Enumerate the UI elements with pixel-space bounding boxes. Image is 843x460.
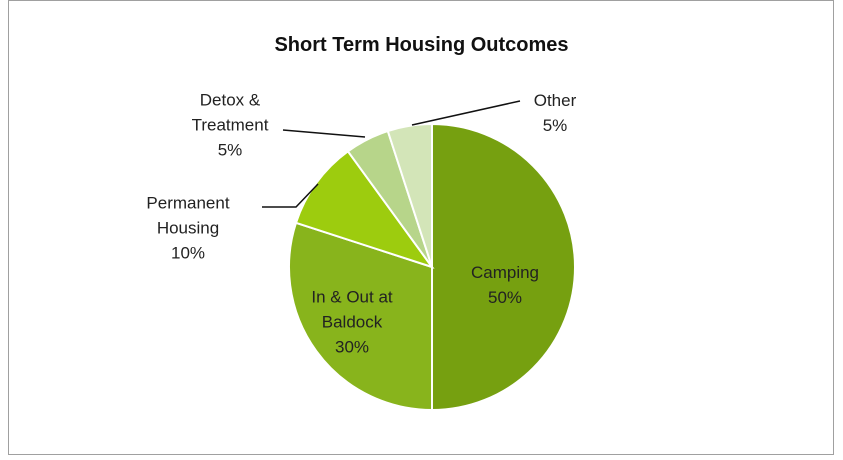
data-label: Camping 50%: [460, 260, 550, 310]
leader-line: [411, 100, 521, 126]
data-label: Permanent Housing 10%: [128, 191, 248, 266]
pie-slice: [431, 122, 576, 412]
value-label: 30%: [334, 337, 370, 357]
value-label: 5%: [217, 140, 243, 160]
category-label: Permanent Housing: [146, 193, 230, 238]
value-label: 10%: [170, 243, 206, 263]
chart-title: Short Term Housing Outcomes: [274, 34, 569, 56]
category-label: In & Out at Baldock: [311, 287, 393, 332]
value-label: 5%: [542, 116, 568, 135]
pie-slice: [288, 221, 433, 412]
data-label: In & Out at Baldock 30%: [302, 285, 402, 360]
data-label: Other 5%: [515, 88, 595, 138]
category-label: Camping: [470, 263, 540, 282]
leader-line: [262, 183, 319, 208]
leader-line: [282, 129, 366, 138]
pie-slice: [294, 149, 435, 269]
category-label: Other: [533, 91, 577, 110]
data-label: Detox & Treatment 5%: [175, 88, 285, 163]
category-label: Detox & Treatment: [191, 90, 269, 135]
pie-slice: [386, 122, 433, 268]
value-label: 50%: [487, 288, 523, 307]
